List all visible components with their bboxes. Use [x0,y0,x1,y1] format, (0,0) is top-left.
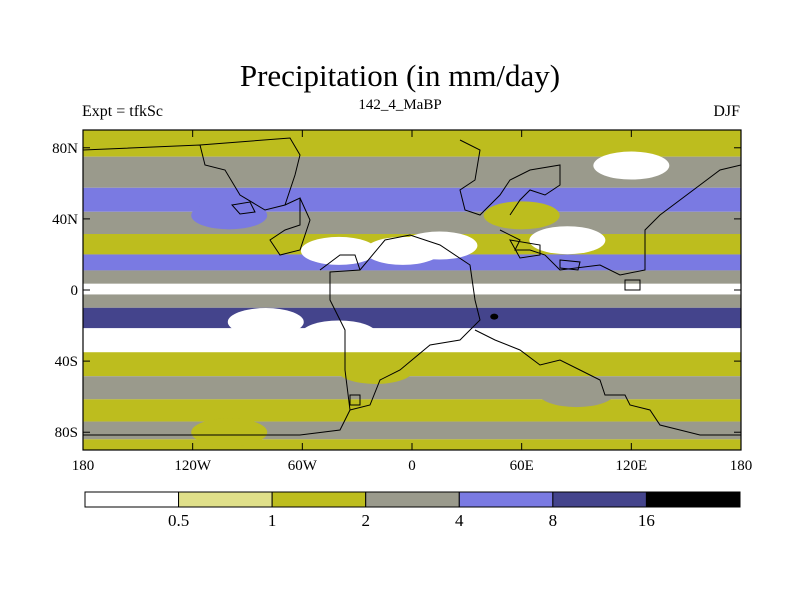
zonal-band [83,270,741,284]
axis-tick-labels: 80N 40N 0 40S 80S 180 120W 60W 0 60E 120E 180 [52,141,752,474]
lon-tick-label: 60W [288,458,318,474]
colorbar-swatch [178,491,273,508]
zonal-band [83,328,741,353]
colorbar-level-label: 0.5 [168,511,189,530]
colorbar [84,491,741,508]
lat-tick-label: 40S [55,354,78,370]
zonal-band [83,211,741,234]
colorbar-swatch [645,491,741,508]
lon-tick-label: 120E [615,458,647,474]
colorbar-swatch [365,491,460,508]
precip-anomaly [337,356,414,384]
colorbar-swatch [458,491,554,508]
lat-tick-label: 40N [52,212,78,228]
period-label: 142_4_MaBP [358,97,442,113]
precip-anomaly [227,308,304,336]
precip-anomaly [529,226,606,255]
zonal-band [83,307,741,329]
precip-anomaly [191,201,268,230]
colorbar-level-label: 1 [268,511,277,530]
colorbar-swatch [271,491,367,508]
lon-tick-label: 180 [730,458,753,474]
colorbar-level-label: 8 [549,511,558,530]
plot-title: Precipitation (in mm/day) [239,58,561,93]
colorbar-level-label: 2 [361,511,370,530]
axis-ticks [82,130,742,450]
season-label: DJF [713,103,740,120]
colorbar-level-label: 4 [455,511,464,530]
precip-anomaly [490,313,499,320]
zonal-band [83,399,741,422]
precipitation-field [83,130,741,450]
precip-anomaly [538,379,615,408]
zonal-band [83,283,741,295]
lon-tick-label: 120W [174,458,212,474]
lon-tick-label: 60E [510,458,534,474]
lon-tick-label: 180 [72,458,95,474]
zonal-band [83,421,741,440]
precip-anomaly [191,418,268,447]
lon-tick-label: 0 [408,458,416,474]
colorbar-level-label: 16 [638,511,655,530]
lat-tick-label: 80N [52,141,78,157]
lat-tick-label: 80S [55,425,78,441]
colorbar-labels: 0.5 1 2 4 8 16 [168,511,655,530]
precip-anomaly [300,236,377,265]
lat-tick-label: 0 [71,283,79,299]
experiment-label: Expt = tfkSc [82,103,164,120]
colorbar-swatch [552,491,647,508]
precip-anomaly [593,151,670,180]
precip-anomaly [483,201,560,230]
coastline-outline [83,137,741,436]
zonal-band [83,187,741,212]
zonal-band [83,294,741,308]
precip-anomaly [300,320,377,349]
zonal-band [83,376,741,400]
colorbar-swatch [84,491,180,508]
